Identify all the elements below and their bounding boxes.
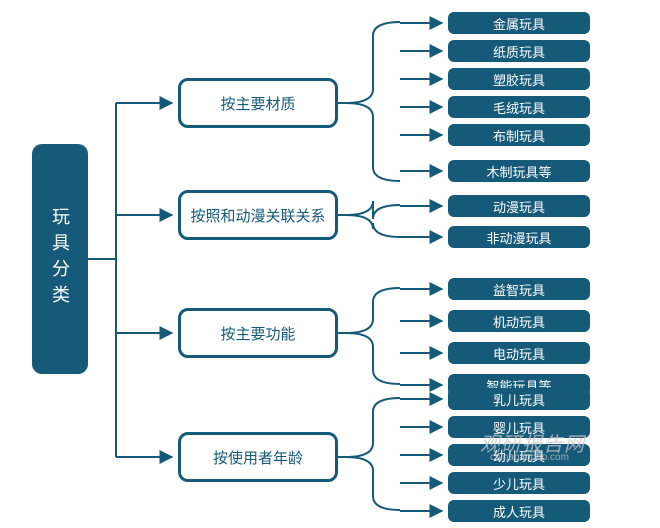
category-node: 按主要功能 <box>178 308 338 358</box>
leaf-node: 成人玩具 <box>448 500 590 522</box>
leaf-node: 金属玩具 <box>448 12 590 34</box>
leaf-node: 少儿玩具 <box>448 472 590 494</box>
category-node: 按使用者年龄 <box>178 432 338 482</box>
leaf-node: 塑胶玩具 <box>448 68 590 90</box>
leaf-node: 布制玩具 <box>448 124 590 146</box>
leaf-node: 纸质玩具 <box>448 40 590 62</box>
leaf-node: 益智玩具 <box>448 278 590 300</box>
leaf-node: 电动玩具 <box>448 342 590 364</box>
leaf-node: 乳儿玩具 <box>448 388 590 410</box>
root-node: 玩具分类 <box>32 144 88 374</box>
category-node: 按照和动漫关联关系 <box>178 190 338 240</box>
watermark-url: chinabaogao.com <box>490 452 569 463</box>
leaf-node: 毛绒玩具 <box>448 96 590 118</box>
leaf-node: 非动漫玩具 <box>448 226 590 248</box>
category-node: 按主要材质 <box>178 78 338 128</box>
leaf-node: 机动玩具 <box>448 310 590 332</box>
leaf-node: 木制玩具等 <box>448 160 590 182</box>
leaf-node: 动漫玩具 <box>448 195 590 217</box>
